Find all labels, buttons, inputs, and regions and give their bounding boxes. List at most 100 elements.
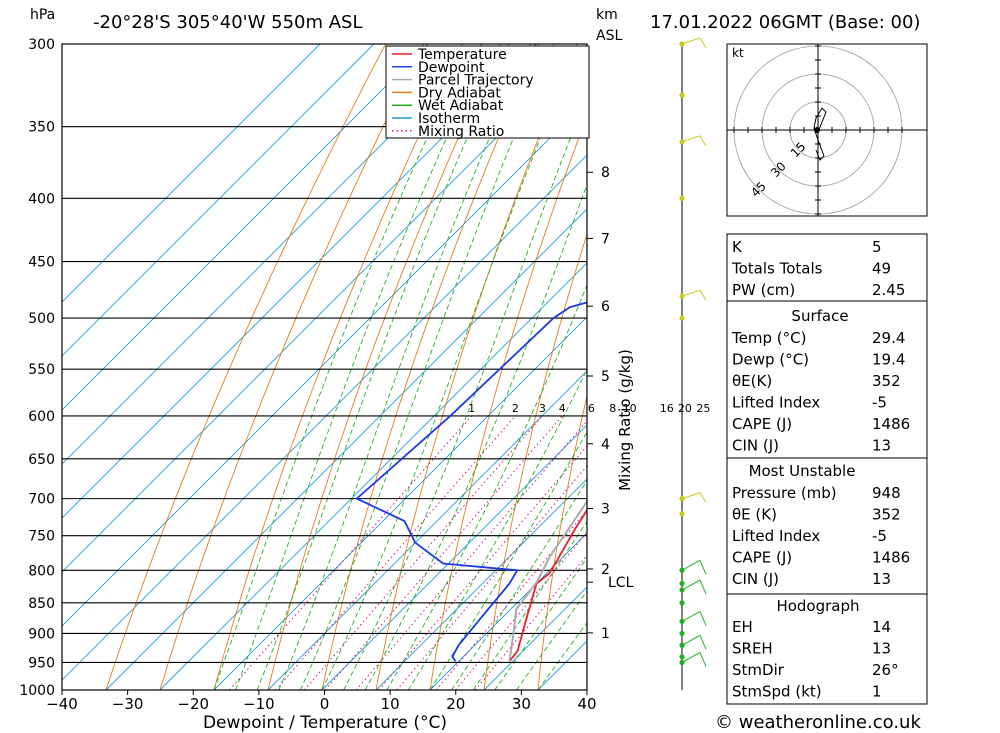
most-unstable-row-value: 948 xyxy=(872,484,901,502)
surface-row-label: Temp (°C) xyxy=(731,329,806,347)
wet-adiabat-line xyxy=(321,44,580,690)
wind-barb-dot xyxy=(679,315,685,321)
indices-row-value: 5 xyxy=(872,238,882,256)
temperature-tick-label: 10 xyxy=(381,695,400,713)
surface-row-value: 13 xyxy=(872,437,891,455)
isotherm-line xyxy=(62,44,429,411)
wind-barb-flag xyxy=(699,652,707,667)
wind-barb-staff xyxy=(681,492,701,500)
series-line-dewpoint xyxy=(355,301,587,662)
wind-barb-flag xyxy=(699,135,707,147)
wet-adiabat-line xyxy=(516,590,587,690)
dry-adiabat-line xyxy=(213,44,463,690)
km-tick-label: 3 xyxy=(601,501,610,517)
most-unstable-title: Most Unstable xyxy=(749,462,856,480)
mixing-ratio-line xyxy=(474,554,587,690)
mixing-ratio-label: 10 xyxy=(623,402,637,415)
surface-row-label: CAPE (J) xyxy=(732,415,792,433)
pressure-tick-label: 1000 xyxy=(19,683,55,699)
km-tick-label: 7 xyxy=(601,231,610,247)
credit-text: © weatheronline.co.uk xyxy=(715,712,921,733)
temperature-axis: −40 −30 −20 −10 0 10 20 30 40 xyxy=(46,690,597,713)
location-title: -20°28'S 305°40'W 550m ASL xyxy=(93,12,363,33)
wind-barb-flag xyxy=(699,560,707,575)
wind-barb-dot xyxy=(679,195,685,201)
km-tick-label: 5 xyxy=(601,369,610,385)
most-unstable-row-value: 1486 xyxy=(872,549,910,567)
wind-barb-staff xyxy=(681,289,701,297)
surface-row-value: 352 xyxy=(872,372,901,390)
pressure-tick-label: 700 xyxy=(28,492,55,508)
wind-barb-flag xyxy=(699,289,707,301)
wet-adiabat-line xyxy=(408,368,587,690)
km-unit-label: km xyxy=(596,7,618,23)
wind-barb-dot xyxy=(679,618,685,625)
wet-adiabat-line xyxy=(494,557,587,690)
isobars xyxy=(62,43,587,691)
indices-row-label: PW (cm) xyxy=(732,281,795,299)
mixing-ratio-label: 16 xyxy=(660,402,674,415)
surface-row-value: 29.4 xyxy=(872,329,905,347)
pressure-tick-label: 850 xyxy=(28,596,55,612)
wind-barb-dot xyxy=(679,659,685,666)
legend-entry: Wet Adiabat xyxy=(418,98,504,114)
wind-barb-dot xyxy=(679,580,685,587)
legend-entry: Isotherm xyxy=(418,111,480,127)
mixing-ratio-axis-label: Mixing Ratio (g/kg) xyxy=(616,349,634,491)
most-unstable-row-value: 352 xyxy=(872,506,901,524)
hodograph-trace xyxy=(813,107,827,161)
legend-entry: Dewpoint xyxy=(418,60,485,76)
surface-row-label: CIN (J) xyxy=(732,437,779,455)
profiles xyxy=(355,301,587,662)
isotherm-line xyxy=(375,478,587,690)
indices-row-label: K xyxy=(732,238,743,256)
isotherm-line xyxy=(62,44,321,303)
isotherm-line xyxy=(321,424,587,690)
indices-row-label: Totals Totals xyxy=(731,260,823,278)
surface-row-value: 1486 xyxy=(872,415,910,433)
series-line-parcel-trajectory xyxy=(508,499,587,662)
isotherm-line xyxy=(105,208,587,690)
isotherm-line xyxy=(62,46,587,573)
pressure-tick-label: 300 xyxy=(28,37,55,53)
hodograph-table-row-value: 14 xyxy=(872,618,891,636)
km-tick-label: 1 xyxy=(601,626,610,642)
mixing-ratio-label: 3 xyxy=(539,402,546,415)
pressure-tick-label: 800 xyxy=(28,563,55,579)
wet-adiabat-line xyxy=(472,520,587,690)
hodograph-table-row-label: SREH xyxy=(732,640,773,658)
hodograph-table-row-label: StmDir xyxy=(732,661,785,679)
dry-adiabat-line xyxy=(321,44,540,690)
mixing-ratio-labels: 1 2 3 4 6 8 10 16 20 25 xyxy=(468,402,710,415)
temperature-tick-label: 0 xyxy=(320,695,330,713)
mixing-ratio-line xyxy=(275,415,516,690)
hodograph-unit: kt xyxy=(732,46,744,60)
wind-barb-flag xyxy=(699,492,707,503)
legend-entry: Dry Adiabat xyxy=(418,85,501,101)
indices-box xyxy=(726,233,928,302)
mixing-ratio-label: 6 xyxy=(588,402,595,415)
wet-adiabat-line xyxy=(235,44,491,690)
pressure-tick-label: 650 xyxy=(28,452,55,468)
wet-adiabat-line xyxy=(429,430,587,690)
wet-adiabat-line xyxy=(343,94,587,690)
pressure-tick-label: 400 xyxy=(28,191,55,207)
dry-adiabat-line xyxy=(105,44,386,690)
wind-barb-staff xyxy=(681,37,701,45)
wind-barb-flag xyxy=(699,611,707,626)
datetime-title: 17.01.2022 06GMT (Base: 00) xyxy=(650,12,920,33)
hodograph-table-row-value: 1 xyxy=(872,683,882,701)
km-tick-label: 2 xyxy=(601,562,610,578)
km-tick-label: 8 xyxy=(601,165,610,181)
wind-barb-staff xyxy=(681,135,701,143)
pressure-tick-label: 450 xyxy=(28,255,55,271)
hodograph-table-box xyxy=(726,593,928,705)
wet-adiabat-line xyxy=(213,44,472,690)
mixing-ratio-label: 8 xyxy=(609,402,616,415)
most-unstable-row-value: -5 xyxy=(872,527,887,545)
dry-adiabat-line xyxy=(159,44,425,690)
temperature-tick-label: −40 xyxy=(46,695,78,713)
hodograph-table-row-value: 26° xyxy=(872,661,899,679)
surface-row-value: 19.4 xyxy=(872,351,905,369)
